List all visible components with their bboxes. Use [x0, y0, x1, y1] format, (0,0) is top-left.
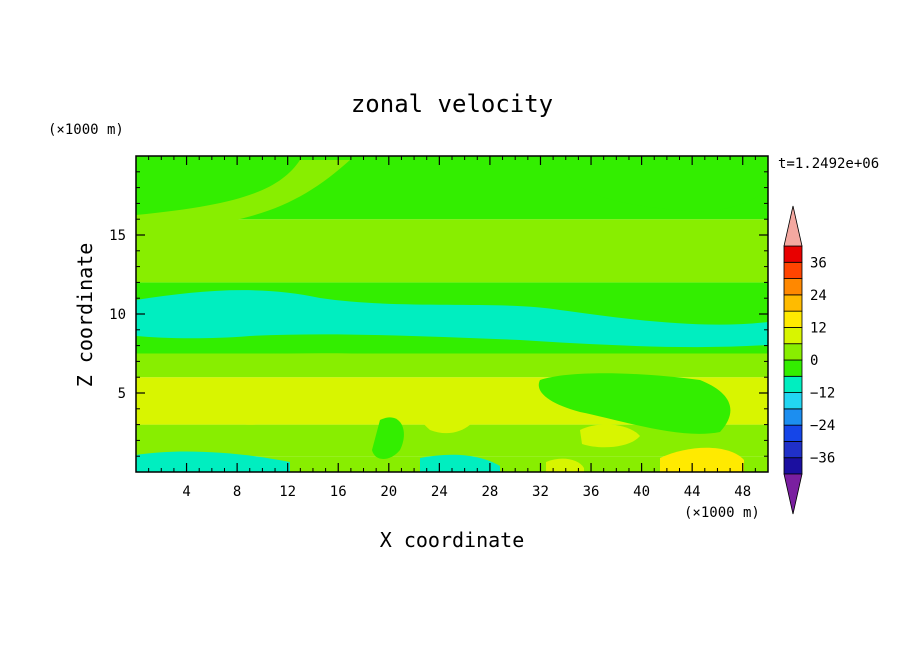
colorbar-tick-label: 36	[810, 255, 827, 271]
x-tick-label: 40	[633, 484, 650, 500]
x-tick-label: 44	[684, 484, 701, 500]
velocity-contour	[372, 417, 404, 459]
colorbar-box	[783, 310, 803, 328]
colorbar-box	[783, 343, 803, 361]
colorbar-max-triangle	[783, 205, 803, 247]
colorbar-box	[783, 408, 803, 426]
y-tick-label: 5	[118, 386, 126, 402]
y-unit-label: (×1000 m)	[48, 122, 124, 138]
colorbar-box	[783, 441, 803, 459]
x-tick-label: 16	[330, 484, 347, 500]
colorbar-min-triangle	[783, 473, 803, 515]
colorbar-tick-label: 12	[810, 320, 827, 336]
x-tick-label: 8	[233, 484, 241, 500]
velocity-contour	[580, 424, 640, 448]
x-tick-label: 4	[182, 484, 190, 500]
velocity-contour	[136, 391, 210, 413]
colorbar-box	[783, 327, 803, 345]
x-tick-label: 12	[279, 484, 296, 500]
colorbar-box	[783, 457, 803, 475]
y-axis-label: Z coordinate	[73, 243, 97, 388]
colorbar-box	[783, 359, 803, 377]
x-axis: 4 8 12 16 20 24 28 32 36 40 44 48	[148, 156, 756, 500]
time-label: t=1.2492e+06	[778, 156, 879, 172]
contour-field	[136, 156, 768, 472]
x-unit-label: (×1000 m)	[684, 505, 760, 521]
x-tick-label: 20	[380, 484, 397, 500]
y-tick-label: 15	[109, 228, 126, 244]
y-axis: 5 10 15	[109, 171, 768, 457]
velocity-contour	[136, 160, 350, 230]
velocity-contour	[136, 236, 768, 272]
colorbar-box	[783, 245, 803, 263]
colorbar: 36 24 12 0 −12 −24 −36	[783, 205, 835, 515]
colorbar-tick-label: −24	[810, 418, 835, 434]
velocity-contour	[546, 458, 584, 472]
velocity-contour	[136, 451, 290, 472]
velocity-contour	[560, 160, 768, 212]
y-tick-label: 10	[109, 307, 126, 323]
velocity-contour	[136, 353, 768, 372]
x-tick-label: 32	[532, 484, 549, 500]
chart-title: zonal velocity	[351, 90, 553, 118]
colorbar-box	[783, 424, 803, 442]
colorbar-box	[783, 278, 803, 296]
colorbar-tick-label: 0	[810, 353, 818, 369]
x-tick-label: 28	[481, 484, 498, 500]
velocity-contour	[660, 447, 744, 472]
colorbar-tick-label: −36	[810, 451, 835, 467]
colorbar-box	[783, 375, 803, 393]
x-tick-label: 36	[583, 484, 600, 500]
x-tick-label: 24	[431, 484, 448, 500]
colorbar-tick-label: 24	[810, 288, 827, 304]
velocity-contour	[538, 373, 731, 434]
x-axis-label: X coordinate	[380, 528, 525, 552]
colorbar-box	[783, 294, 803, 312]
velocity-contour	[136, 290, 768, 348]
velocity-contour	[420, 454, 500, 472]
colorbar-tick-label: −12	[810, 386, 835, 402]
colorbar-box	[783, 392, 803, 410]
velocity-contour	[740, 382, 768, 421]
velocity-contour	[232, 405, 280, 425]
velocity-contour	[418, 386, 480, 434]
x-tick-label: 48	[734, 484, 751, 500]
colorbar-box	[783, 261, 803, 279]
